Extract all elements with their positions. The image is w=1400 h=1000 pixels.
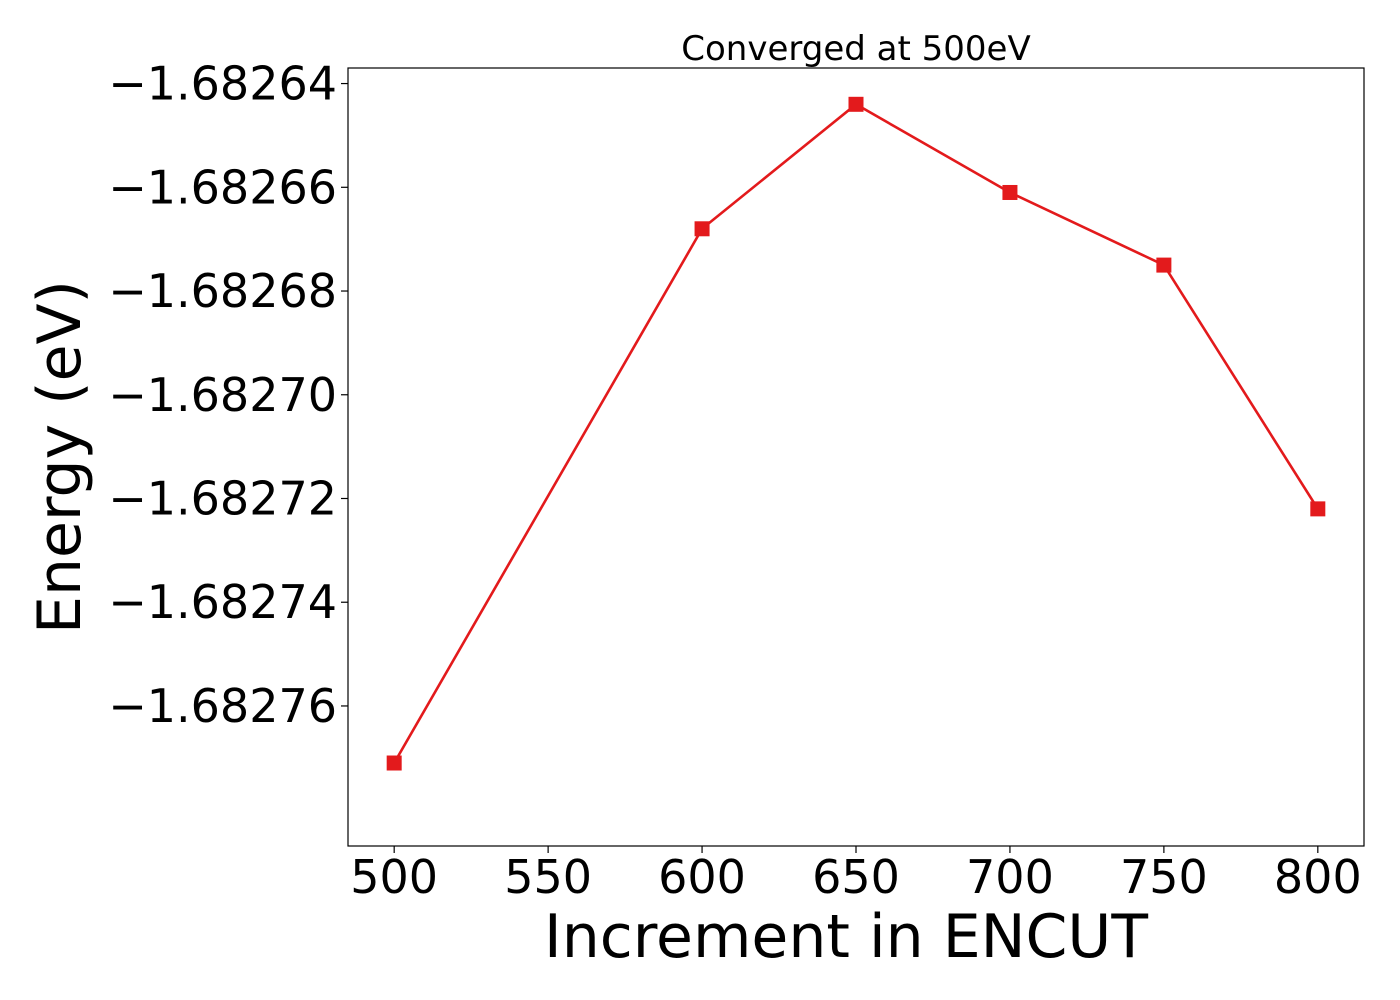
x-axis-label: Increment in ENCUT xyxy=(544,902,1148,972)
x-tick-label: 800 xyxy=(1274,850,1362,904)
x-tick-label: 650 xyxy=(812,850,900,904)
x-tick-label: 500 xyxy=(350,850,438,904)
series-line-group xyxy=(386,96,1326,771)
y-tick-label: −1.68264 xyxy=(108,57,337,111)
x-tick-label: 600 xyxy=(658,850,746,904)
y-tick-label: −1.68266 xyxy=(108,160,337,214)
y-tick-label: −1.68268 xyxy=(108,264,337,318)
data-point-marker xyxy=(386,755,402,771)
data-point-marker xyxy=(1156,257,1172,273)
data-point-marker xyxy=(848,96,864,112)
plot-background xyxy=(348,68,1364,846)
y-tick-label: −1.68274 xyxy=(108,575,337,629)
data-point-marker xyxy=(694,221,710,237)
data-point-marker xyxy=(1310,501,1326,517)
y-tick-label: −1.68270 xyxy=(108,368,337,422)
y-axis: −1.68264 −1.68266 −1.68268 −1.68270 −1.68272… xyxy=(108,57,348,733)
x-tick-label: 550 xyxy=(504,850,592,904)
chart-title: Converged at 500eV xyxy=(681,29,1030,69)
y-tick-label: −1.68272 xyxy=(108,471,337,525)
x-tick-label: 750 xyxy=(1120,850,1208,904)
x-tick-label: 700 xyxy=(966,850,1054,904)
data-point-marker xyxy=(1002,184,1018,200)
series-line xyxy=(393,103,1319,764)
plot-frame xyxy=(347,67,1365,847)
y-axis-label: Energy (eV) xyxy=(25,280,95,634)
x-axis: 500 550 600 650 700 750 800 xyxy=(350,846,1362,904)
y-tick-label: −1.68276 xyxy=(108,679,337,733)
